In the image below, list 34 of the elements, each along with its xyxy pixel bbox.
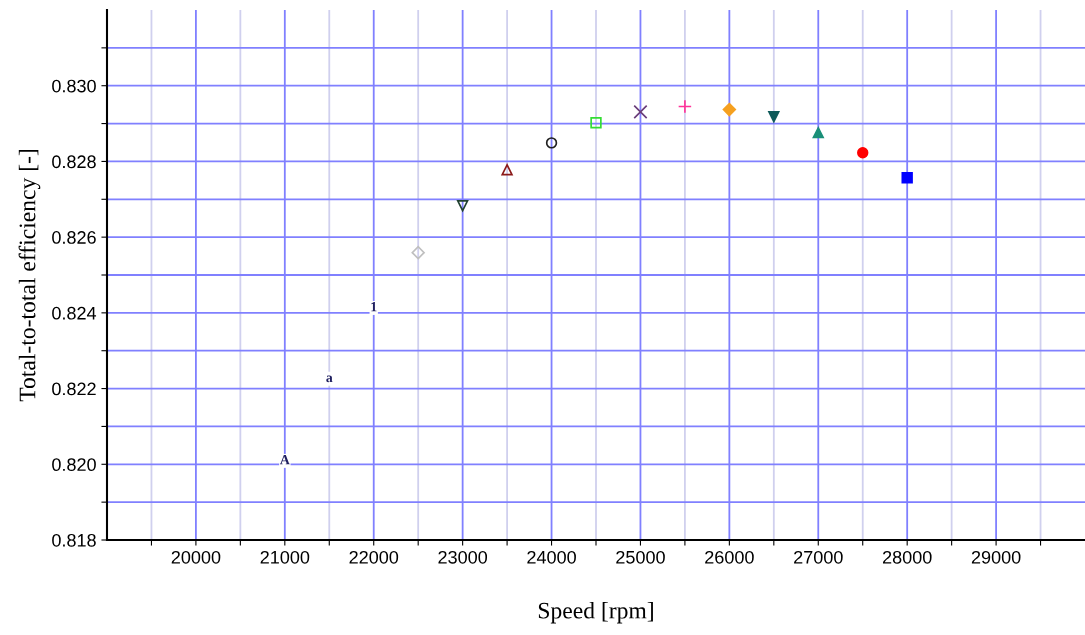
y-tick-label: 0.820 (52, 458, 96, 472)
point (633, 104, 648, 119)
annotation: 1 (371, 302, 377, 312)
point (545, 137, 558, 149)
y-tick-label: 0.824 (52, 306, 97, 320)
point (677, 99, 692, 114)
y-tick-label: 0.828 (52, 155, 96, 169)
point (456, 200, 469, 212)
y-tick-label: 0.826 (52, 231, 96, 244)
y-tick-label: 0.822 (52, 382, 96, 396)
point (722, 102, 737, 117)
point (812, 126, 824, 139)
x-tick-label: 25000 (616, 550, 665, 564)
annotation: a (326, 375, 333, 383)
x-axis-title: Speed [rpm] (538, 601, 653, 624)
point (857, 147, 869, 159)
x-tick-label: 29000 (971, 550, 1021, 564)
annotation: A (279, 455, 290, 465)
x-tick-label: 24000 (527, 550, 576, 564)
x-tick-label: 23000 (438, 550, 488, 564)
point (501, 164, 513, 176)
x-tick-label: 21000 (260, 550, 310, 564)
x-tick-label: 28000 (882, 550, 932, 564)
point (768, 111, 780, 123)
x-tick-label: 26000 (705, 550, 754, 564)
x-tick-label: 22000 (349, 550, 399, 564)
y-tick-label: 0.830 (52, 79, 96, 93)
point (590, 117, 602, 129)
y-tick-label: 0.818 (52, 533, 96, 547)
x-tick-label: 27000 (794, 550, 843, 564)
x-tick-label: 20000 (171, 550, 221, 564)
point (901, 172, 913, 184)
point (411, 245, 425, 260)
y-axis-title: Total-to-total efficiency [-] (18, 149, 41, 402)
